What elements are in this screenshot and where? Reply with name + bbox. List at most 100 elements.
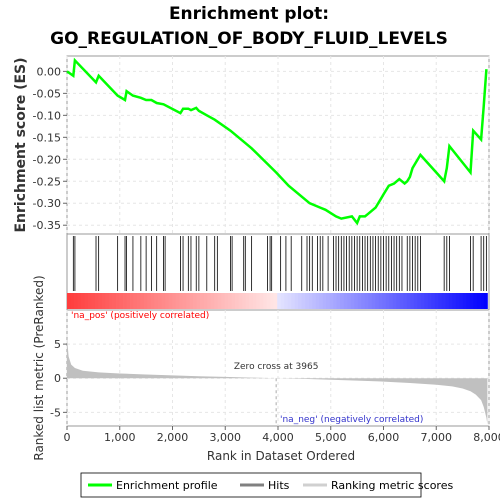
color-bar-segment [431, 293, 436, 309]
color-bar-segment [326, 293, 331, 309]
color-bar-segment [462, 293, 467, 309]
color-bar-segment [263, 293, 268, 309]
rank-color-bar [67, 293, 488, 309]
es-y-ticks: 0.00 -0.05 -0.10 -0.15 -0.20 -0.25 -0.30 -0.35 [33, 65, 67, 232]
color-bar-segment [308, 293, 313, 309]
color-bar-segment [396, 293, 401, 309]
color-bar-segment [98, 293, 103, 309]
color-bar-segment [347, 293, 352, 309]
x-tick-label: 2,000 [157, 431, 189, 444]
es-y-tick-label: 0.00 [37, 65, 62, 78]
color-bar-segment [67, 293, 71, 309]
color-bar-segment [403, 293, 408, 309]
color-bar-segment [375, 293, 380, 309]
color-bar-segment [84, 293, 89, 309]
color-bar-segment [301, 293, 306, 309]
pos-correlated-label: 'na_pos' (positively correlated) [71, 311, 209, 321]
chart-title-line2: GO_REGULATION_OF_BODY_FLUID_LEVELS [50, 29, 448, 49]
x-axis-label: Rank in Dataset Ordered [207, 449, 355, 463]
color-bar-segment [147, 293, 152, 309]
color-bar-segment [287, 293, 292, 309]
color-bar-segment [448, 293, 453, 309]
color-bar-segment [354, 293, 359, 309]
color-bar-segment [438, 293, 443, 309]
color-bar-segment [193, 293, 198, 309]
color-bar-segment [172, 293, 177, 309]
color-bar-segment [186, 293, 191, 309]
color-bar-segment [319, 293, 324, 309]
rank-y-axis-label: Ranked list metric (PreRanked) [32, 275, 46, 460]
color-bar-segment [130, 293, 134, 309]
es-y-tick-label: -0.30 [33, 197, 61, 210]
color-bar-segment [105, 293, 110, 309]
color-bar-segment [480, 293, 485, 309]
rank-y-tick-label: 5 [54, 338, 61, 351]
color-bar-segment [161, 293, 166, 309]
x-tick-label: 8,000 [473, 431, 500, 444]
color-bar-segment [406, 293, 411, 309]
x-tick-label: 1,000 [104, 431, 136, 444]
legend-label-profile: Enrichment profile [116, 479, 218, 492]
legend-label-hits: Hits [268, 479, 290, 492]
color-bar-segment [137, 293, 141, 309]
color-bar-segment [336, 293, 341, 309]
color-bar-segment [144, 293, 148, 309]
color-bar-segment [95, 293, 99, 309]
color-bar-segment [126, 293, 131, 309]
color-bar-segment [280, 293, 285, 309]
es-panel: 0.00-0.05-0.10-0.15-0.20-0.25-0.30-0.35 … [13, 55, 490, 235]
color-bar-segment [116, 293, 120, 309]
color-bar-segment [469, 293, 474, 309]
color-bar-segment [179, 293, 184, 309]
color-bar-segment [259, 293, 264, 309]
color-bar-segment [140, 293, 145, 309]
color-bar-segment [483, 293, 488, 309]
color-bar-segment [175, 293, 180, 309]
rank-y-tick-label: -5 [50, 406, 61, 419]
color-bar-segment [378, 293, 383, 309]
color-bar-segment [329, 293, 334, 309]
color-bar-segment [305, 293, 310, 309]
color-bar-segment [242, 293, 247, 309]
color-bar-segment [420, 293, 425, 309]
color-bar-segment [343, 293, 348, 309]
x-tick-label: 3,000 [210, 431, 242, 444]
color-bar-segment [182, 293, 187, 309]
legend-label-metric: Ranking metric scores [331, 479, 453, 492]
color-bar-segment [70, 293, 75, 309]
color-bar-segment [158, 293, 162, 309]
color-bar-segment [476, 293, 481, 309]
color-bar-segment [371, 293, 376, 309]
color-bar-segment [413, 293, 418, 309]
color-bar-segment [441, 293, 446, 309]
color-bar-segment [203, 293, 208, 309]
color-bar-segment [81, 293, 85, 309]
color-bar-segment [245, 293, 250, 309]
es-y-tick-label: -0.05 [33, 87, 61, 100]
es-grid [66, 56, 490, 234]
rank-y-tick-label: 0 [54, 372, 61, 385]
x-ticks: 0 1,000 2,000 3,000 4,000 5,000 6,000 7,000 8,00… [64, 426, 500, 444]
color-bar-segment [350, 293, 355, 309]
color-bar-segment [200, 293, 205, 309]
color-bar-segment [133, 293, 138, 309]
color-bar-segment [102, 293, 106, 309]
x-tick-label: 5,000 [315, 431, 347, 444]
color-bar-segment [382, 293, 387, 309]
hit-lines [72, 236, 487, 291]
color-bar-segment [361, 293, 366, 309]
x-tick-label: 0 [64, 431, 71, 444]
color-bar-segment [434, 293, 439, 309]
color-bar-segment [74, 293, 78, 309]
color-bar-segment [109, 293, 113, 309]
ranking-metric-area [67, 337, 488, 425]
es-panel-frame [66, 55, 490, 235]
color-bar-segment [214, 293, 219, 309]
es-y-tick-label: -0.15 [33, 131, 61, 144]
color-bar-segment [399, 293, 404, 309]
es-y-axis-label: Enrichment score (ES) [13, 57, 29, 232]
color-bar-segment [123, 293, 127, 309]
color-bar-segment [217, 293, 222, 309]
color-bar-segment [196, 293, 201, 309]
color-bar-segment [165, 293, 170, 309]
